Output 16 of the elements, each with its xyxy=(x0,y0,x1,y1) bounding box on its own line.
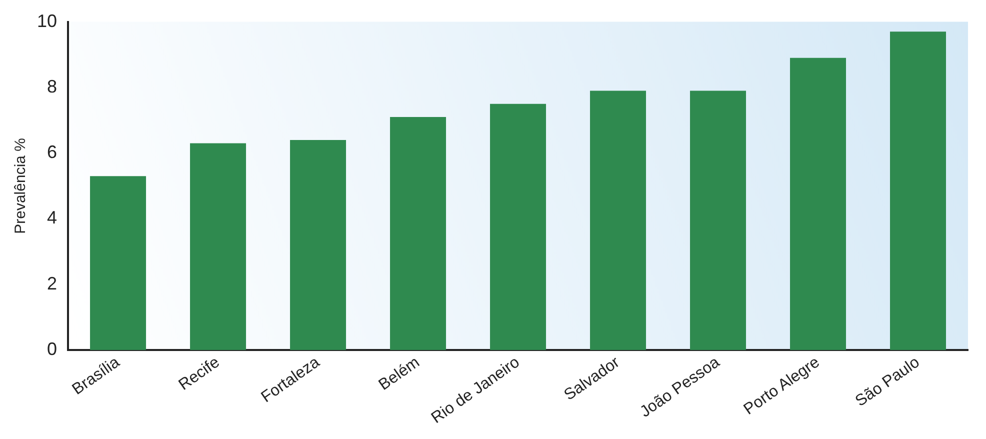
bar xyxy=(190,143,246,350)
y-tick-label: 0 xyxy=(47,339,58,360)
bar xyxy=(490,104,546,350)
y-tick-label: 2 xyxy=(47,273,58,294)
bar xyxy=(890,32,946,350)
y-tick-label: 10 xyxy=(36,10,58,31)
bar xyxy=(590,90,646,350)
y-axis-title: Prevalência % xyxy=(12,138,30,234)
bar xyxy=(390,117,446,350)
bar xyxy=(290,140,346,350)
y-tick-label: 4 xyxy=(47,208,58,228)
bar xyxy=(790,58,846,350)
bar xyxy=(90,176,146,350)
y-tick-label: 8 xyxy=(47,76,58,96)
bar xyxy=(690,90,746,350)
y-tick-label: 6 xyxy=(47,142,58,162)
